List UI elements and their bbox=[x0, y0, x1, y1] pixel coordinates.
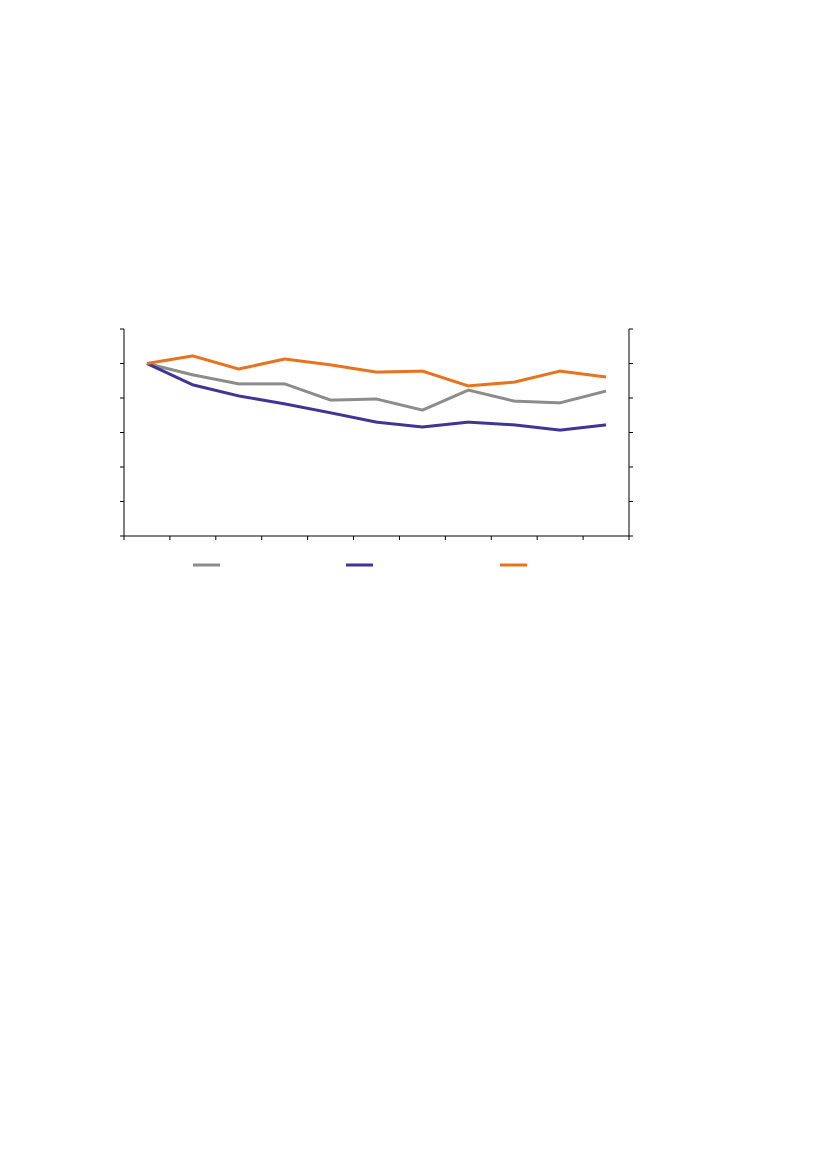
series-line bbox=[146, 362, 607, 412]
series-line bbox=[146, 362, 607, 432]
series-line bbox=[146, 354, 607, 388]
